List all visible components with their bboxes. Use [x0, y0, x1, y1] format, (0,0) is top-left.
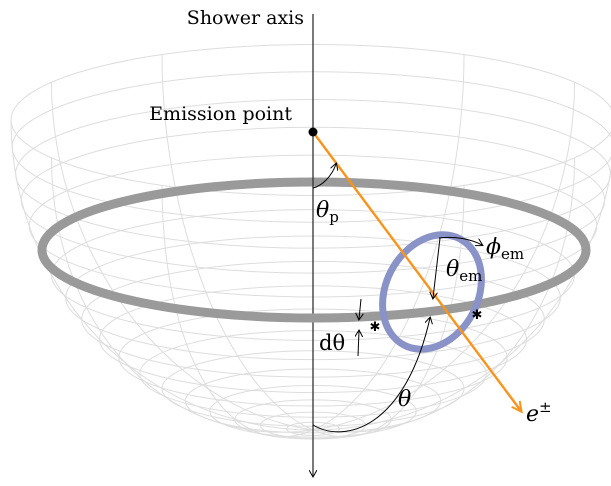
theta-em-label: θem — [446, 257, 482, 285]
hemisphere-meridian-line — [51, 157, 314, 433]
hemisphere-meridian-line — [312, 157, 575, 433]
emission-point-dot — [308, 127, 318, 137]
phi-em-label: ϕem — [486, 235, 524, 263]
theta-arc — [312, 318, 430, 433]
hemisphere-meridian-line — [161, 54, 314, 431]
theta-p-label: θp — [316, 198, 339, 226]
hemisphere-meridian-line — [10, 119, 314, 431]
star-marker-right: ✱ — [472, 308, 483, 323]
hemisphere-meridian-line — [312, 82, 575, 431]
emission-ring — [379, 231, 485, 353]
dtheta-arrow-bottom — [358, 331, 359, 357]
hemisphere-latitude-line — [11, 71, 611, 223]
hemisphere-wireframe — [10, 44, 611, 440]
detector-band-back — [37, 177, 591, 251]
star-marker-left: ✱ — [370, 320, 381, 335]
theta-em-arrow — [433, 237, 441, 298]
particle-label: e± — [526, 398, 552, 427]
hemisphere-meridian-line — [312, 54, 465, 431]
emission-point-label: Emission point — [149, 103, 292, 125]
hemisphere-latitude-line — [10, 44, 611, 196]
theta-label: θ — [398, 387, 411, 412]
shower-axis-label: Shower axis — [187, 7, 304, 29]
detector-band-front — [37, 249, 591, 323]
hemisphere-meridian-line — [51, 82, 314, 431]
theta-p-arc — [312, 164, 336, 189]
dtheta-arrow-top — [359, 298, 361, 319]
dtheta-label: dθ — [319, 331, 345, 355]
phi-em-arrow — [438, 236, 482, 245]
particle-trajectory — [312, 131, 521, 411]
hemisphere-meridian-line — [161, 185, 314, 438]
hemisphere-meridian-line — [312, 185, 465, 438]
